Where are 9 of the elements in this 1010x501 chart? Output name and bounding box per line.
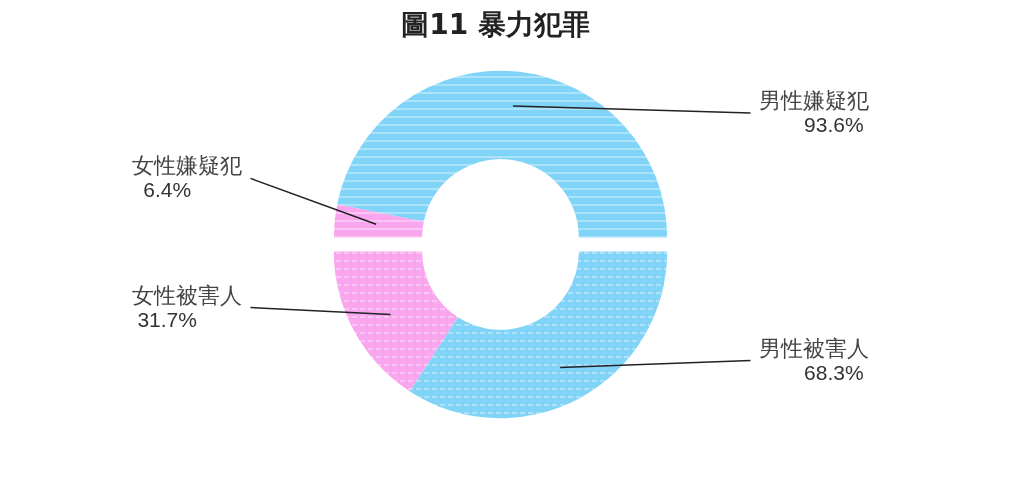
- data-label: 31.7%: [137, 307, 197, 331]
- slice-label: 男性被害人: [758, 335, 869, 361]
- slice-label: 男性嫌疑犯: [758, 88, 869, 114]
- chart-title: 圖11 暴力犯罪: [401, 7, 590, 41]
- data-label: 93.6%: [804, 113, 864, 137]
- slice-label: 女性被害人: [132, 282, 243, 308]
- data-label: 68.3%: [804, 360, 864, 384]
- data-label: 6.4%: [143, 178, 192, 202]
- slice-label: 女性嫌疑犯: [132, 153, 243, 179]
